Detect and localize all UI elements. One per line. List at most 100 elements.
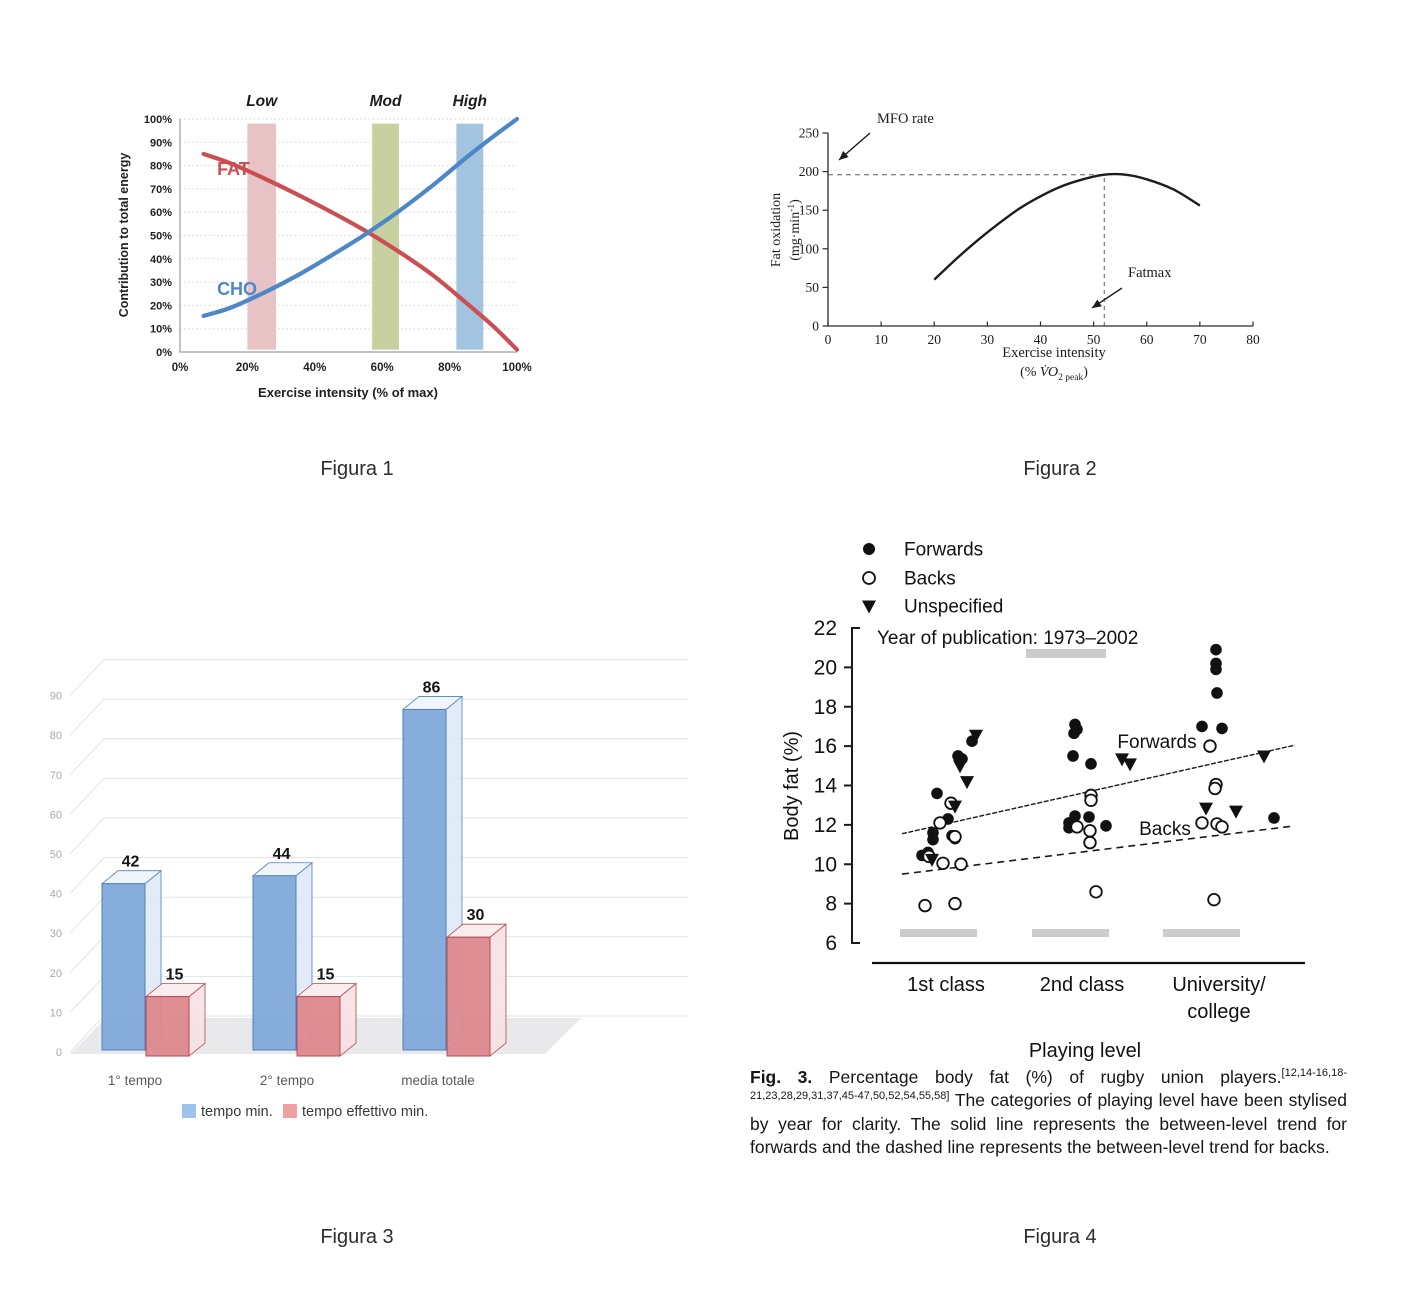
y-axis-unit: (mg·min-1) [787, 199, 803, 261]
filled-triangle-icon [953, 760, 967, 774]
x-tick-label: 60 [1140, 332, 1154, 347]
y-tick-label: 70% [150, 184, 172, 196]
filled-triangle-icon [960, 776, 974, 790]
trend-backs [901, 825, 1296, 875]
legend-swatch-blue [182, 1104, 196, 1118]
year-note: Year of publication: 1973–2002 [877, 628, 1138, 649]
y-tick-label: 10 [50, 1007, 62, 1019]
band-label: Mod [370, 93, 402, 110]
category-label: 2° tempo [260, 1073, 314, 1088]
open-circle-icon [918, 898, 932, 913]
y-tick-label: 22 [814, 617, 837, 640]
open-circle-icon [1207, 892, 1221, 907]
filled-triangle-icon [1115, 753, 1129, 767]
bar-blue-1-front [252, 875, 297, 1051]
y-tick-label: 40 [50, 889, 62, 901]
x-tick-label: 0% [172, 362, 189, 374]
open-circle-icon [948, 896, 962, 911]
bar-red-0-value-label: 15 [166, 967, 184, 984]
filled-circle-icon [927, 826, 939, 839]
y-tick-label: 16 [814, 735, 837, 758]
gridline [69, 857, 688, 894]
y-tick-label: 18 [814, 696, 837, 719]
x-tick-label: 10 [874, 332, 888, 347]
bar-blue-2-front [402, 708, 447, 1051]
category-label: 2nd class [1040, 974, 1125, 996]
open-circle-icon [933, 816, 947, 830]
figure-1-caption: Figura 1 [320, 458, 394, 480]
fig4-caption-text2: The categories of playing level have bee… [750, 1090, 1347, 1158]
series-line-cho [201, 116, 520, 318]
series-line-fat [201, 151, 520, 352]
figure-1-chart: Low Mod High 0% 10% 20% 30% 40% 50% 60% 70% 80% 90% 1… [117, 93, 532, 400]
legend-label-tempo-min: tempo min. [201, 1104, 273, 1120]
open-circle-icon [1083, 824, 1097, 838]
x-tick-label: 0 [825, 332, 832, 347]
legend-label-forwards: Forwards [904, 540, 983, 561]
fig4-caption-refs: [12,14-16,18-21,23,28,29,31,37,45-47,50,… [750, 1067, 1347, 1103]
gridline [69, 698, 688, 736]
figure-4-chart: Forwards Backs Unspecified Year of publicat… [781, 540, 1305, 1062]
year-highlight-bar-bottom-0 [900, 929, 977, 937]
open-circle-icon [1070, 820, 1084, 834]
bar-blue-1-value-label: 44 [273, 846, 291, 863]
y-tick-label: 40% [150, 254, 172, 266]
legend-swatch-red [283, 1104, 297, 1118]
year-highlight-bar-bottom-2 [1163, 929, 1240, 937]
filled-triangle-icon [969, 729, 983, 743]
trend-label-forwards: Forwards [1117, 732, 1196, 753]
figure-2-chart: 0 50 100 150 200 250 0 10 20 30 40 50 60 70 80 MFO rate… [769, 111, 1260, 383]
y-tick-label: 6 [825, 932, 837, 955]
y-tick-label: 60 [50, 809, 62, 821]
open-circle-icon [1215, 820, 1229, 834]
y-tick-label: 14 [814, 775, 838, 798]
filled-triangle-icon [925, 853, 939, 867]
open-circle-icon [1084, 793, 1098, 807]
y-tick-label: 30% [150, 277, 172, 289]
filled-circle-icon [1210, 643, 1222, 656]
y-tick-label: 50% [150, 231, 172, 243]
x-tick-label: 20% [236, 362, 259, 374]
y-tick-label: 80% [150, 161, 172, 173]
filled-circle-icon [1216, 722, 1228, 735]
fat-oxidation-curve [933, 172, 1201, 281]
filled-circle-icon [1068, 727, 1080, 740]
x-tick-label: 30 [981, 332, 995, 347]
y-tick-label: 0% [156, 347, 172, 359]
y-tick-label: 20 [50, 968, 62, 980]
y-tick-label: 250 [799, 126, 820, 141]
y-tick-label: 150 [799, 203, 820, 218]
y-tick-label: 100 [799, 241, 820, 256]
bar-red-2-front [446, 936, 491, 1057]
bar-red-1-value-label: 15 [317, 967, 335, 984]
y-tick-label: 10% [150, 324, 172, 336]
open-circle-icon [936, 856, 950, 870]
filled-circle-icon [1196, 720, 1208, 733]
y-tick-label: 90 [50, 691, 62, 703]
year-highlight-bar-top [1026, 649, 1106, 658]
filled-circle-icon [1211, 687, 1223, 699]
gridline [69, 738, 688, 776]
band-label: Low [246, 93, 278, 110]
bar-blue-0-value-label: 42 [122, 854, 140, 871]
filled-circle-icon [863, 543, 875, 555]
gridline [69, 777, 688, 815]
y-tick-label: 8 [825, 893, 837, 916]
gridline [69, 817, 688, 855]
figure-3-chart: 0 10 20 30 40 50 60 70 80 90 42 15 44 15 86 30 1° tempo 2… [50, 659, 688, 1120]
y-tick-label: 0 [812, 319, 819, 334]
x-tick-label: 100% [502, 362, 531, 374]
filled-circle-icon [1268, 812, 1280, 824]
gridline [69, 896, 688, 934]
x-tick-label: 80% [438, 362, 461, 374]
x-tick-label: 60% [371, 362, 394, 374]
trend-forwards [901, 744, 1296, 835]
category-label: University/ [1172, 974, 1266, 996]
mfo-rate-label: MFO rate [877, 111, 934, 127]
legend-label-tempo-effettivo: tempo effettivo min. [302, 1104, 428, 1120]
figure-4-caption: Figura 4 [1023, 1226, 1097, 1248]
y-tick-label: 20% [150, 300, 172, 312]
y-tick-label: 20 [814, 656, 837, 679]
series-label-cho: CHO [217, 279, 257, 299]
trend-label-backs: Backs [1139, 819, 1191, 840]
